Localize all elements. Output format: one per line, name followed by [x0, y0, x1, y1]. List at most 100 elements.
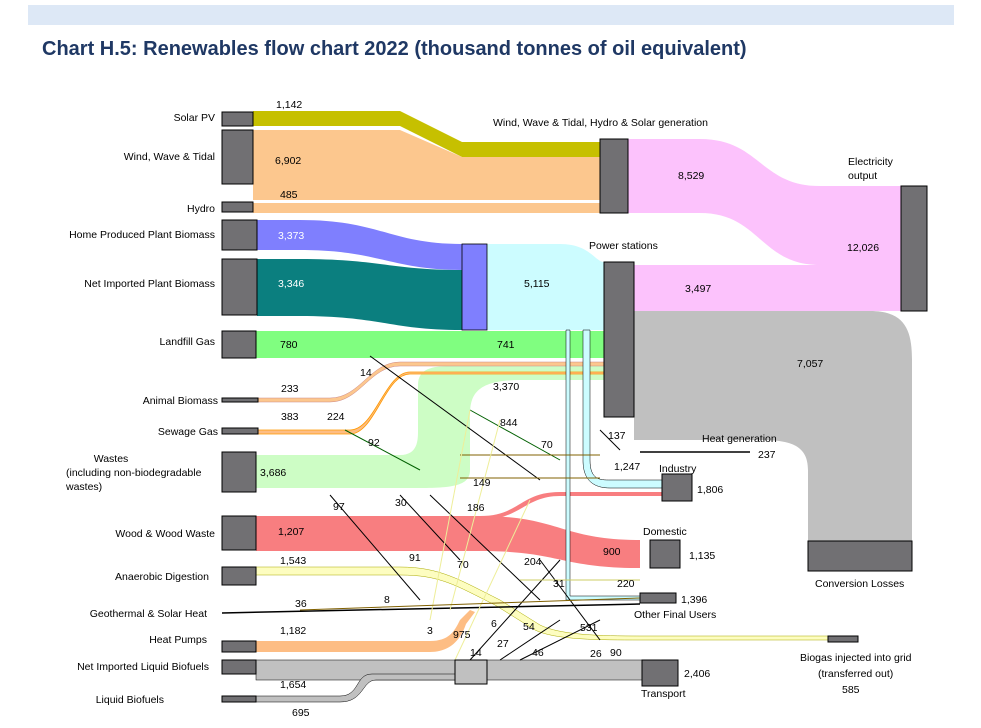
flow-label-137: 137 [608, 430, 626, 442]
label-wood: Wood & Wood Waste [115, 528, 215, 540]
node-biomass-combiner [461, 243, 488, 331]
flow-conversion-losses [634, 311, 912, 543]
label-net-imported-liquid: Net Imported Liquid Biofuels [77, 661, 209, 673]
value-home-biomass: 3,373 [278, 230, 304, 242]
value-sewage-gas: 383 [281, 411, 299, 423]
value-anaerobic: 1,543 [280, 555, 306, 567]
label-geothermal: Geothermal & Solar Heat [90, 608, 207, 620]
top-banner [28, 5, 954, 25]
label-electricity-output: output [848, 170, 877, 182]
flow-label-30: 30 [395, 497, 407, 509]
flow-label-8529: 8,529 [678, 170, 704, 182]
node-landfill [221, 330, 257, 359]
label-wind: Wind, Wave & Tidal [124, 151, 215, 163]
label-hydro: Hydro [187, 203, 215, 215]
value-domestic: 1,135 [689, 550, 715, 562]
label-power-stations: Power stations [589, 240, 658, 252]
value-conversion-losses: 7,057 [797, 358, 823, 370]
label-electricity: Electricity [848, 156, 894, 168]
value-transport: 2,406 [684, 668, 710, 680]
node-wind [221, 129, 254, 185]
node-liquid-combiner [454, 659, 488, 685]
flow-wastes [256, 366, 604, 488]
node-net-imported-liquid [221, 659, 257, 675]
value-landfill: 780 [280, 339, 298, 351]
label-animal-biomass: Animal Biomass [143, 395, 218, 407]
flow-label-220: 220 [617, 578, 635, 590]
node-solar-pv [221, 111, 254, 127]
node-electricity-output [900, 185, 928, 312]
flow-label-224: 224 [327, 411, 345, 423]
value-other-final-users: 1,396 [681, 594, 707, 606]
flow-label-975: 975 [453, 629, 471, 641]
label-industry: Industry [659, 463, 697, 475]
label-home-biomass: Home Produced Plant Biomass [69, 229, 215, 241]
flow-label-31: 31 [553, 578, 565, 590]
node-wastes [221, 451, 257, 493]
value-biogas-grid: 585 [842, 684, 860, 696]
flow-label-92: 92 [368, 437, 380, 449]
flow-label-26: 26 [590, 648, 602, 660]
value-wood: 1,207 [278, 526, 304, 538]
node-home-biomass [221, 219, 258, 251]
node-biogas-grid [827, 635, 859, 643]
flow-label-900: 900 [603, 546, 621, 558]
flow-label-14b: 14 [470, 647, 482, 659]
node-sewage-gas [221, 427, 259, 435]
flow-label-46: 46 [532, 647, 544, 659]
flow-biomass-to-power [487, 244, 604, 330]
flow-wind [253, 130, 600, 200]
node-hydro [221, 201, 254, 213]
value-geothermal: 36 [295, 598, 307, 610]
label-domestic: Domestic [643, 526, 687, 538]
node-heat-pumps [221, 640, 257, 653]
flow-label-5115: 5,115 [524, 278, 550, 290]
value-heat-generation: 237 [758, 449, 776, 461]
label-biogas-grid-line2: (transferred out) [818, 668, 893, 680]
node-anaerobic [221, 566, 257, 586]
flow-label-844: 844 [500, 417, 518, 429]
node-transport [641, 659, 679, 687]
thin-cross-flows [299, 355, 750, 661]
value-wastes: 3,686 [260, 467, 286, 479]
flow-landfill [256, 331, 604, 358]
value-hydro: 485 [280, 189, 298, 201]
node-renewable-generation [599, 138, 629, 214]
label-landfill: Landfill Gas [160, 336, 215, 348]
node-wood [221, 515, 257, 551]
node-conversion-losses [807, 540, 913, 572]
flow-label-97: 97 [333, 501, 345, 513]
node-liquid-biofuels [221, 695, 257, 703]
value-wind: 6,902 [275, 155, 301, 167]
label-renewable-generation: Wind, Wave & Tidal, Hydro & Solar genera… [493, 117, 708, 129]
flow-label-27: 27 [497, 638, 509, 650]
flow-hydro [253, 203, 600, 213]
label-wastes-line3: wastes) [65, 481, 102, 493]
flow-wood [256, 516, 640, 568]
value-heat-pumps: 1,182 [280, 625, 306, 637]
value-animal-biomass: 233 [281, 383, 299, 395]
label-other-final-users: Other Final Users [634, 609, 716, 621]
label-anaerobic: Anaerobic Digestion [115, 571, 209, 583]
flow-home-biomass [257, 220, 462, 270]
flow-wood-industry [480, 492, 662, 520]
label-imported-biomass: Net Imported Plant Biomass [84, 278, 215, 290]
label-sewage-gas: Sewage Gas [158, 426, 218, 438]
label-heat-generation: Heat generation [702, 433, 777, 445]
value-electricity-output: 12,026 [847, 242, 879, 254]
flow-imported-biomass [257, 259, 462, 330]
flow-label-531: 531 [580, 622, 598, 634]
flow-label-741: 741 [497, 339, 515, 351]
flow-geothermal [221, 603, 641, 614]
flow-label-3497: 3,497 [685, 283, 711, 295]
flow-label-91: 91 [409, 552, 421, 564]
flow-label-204: 204 [524, 556, 542, 568]
node-animal-biomass [221, 397, 259, 403]
flow-electricity-generation [628, 139, 901, 265]
value-imported-biomass: 3,346 [278, 278, 304, 290]
flow-label-695: 695 [292, 707, 310, 719]
label-liquid-biofuels: Liquid Biofuels [96, 694, 164, 706]
value-industry: 1,806 [697, 484, 723, 496]
value-liquid-biofuels: 1,654 [280, 679, 306, 691]
